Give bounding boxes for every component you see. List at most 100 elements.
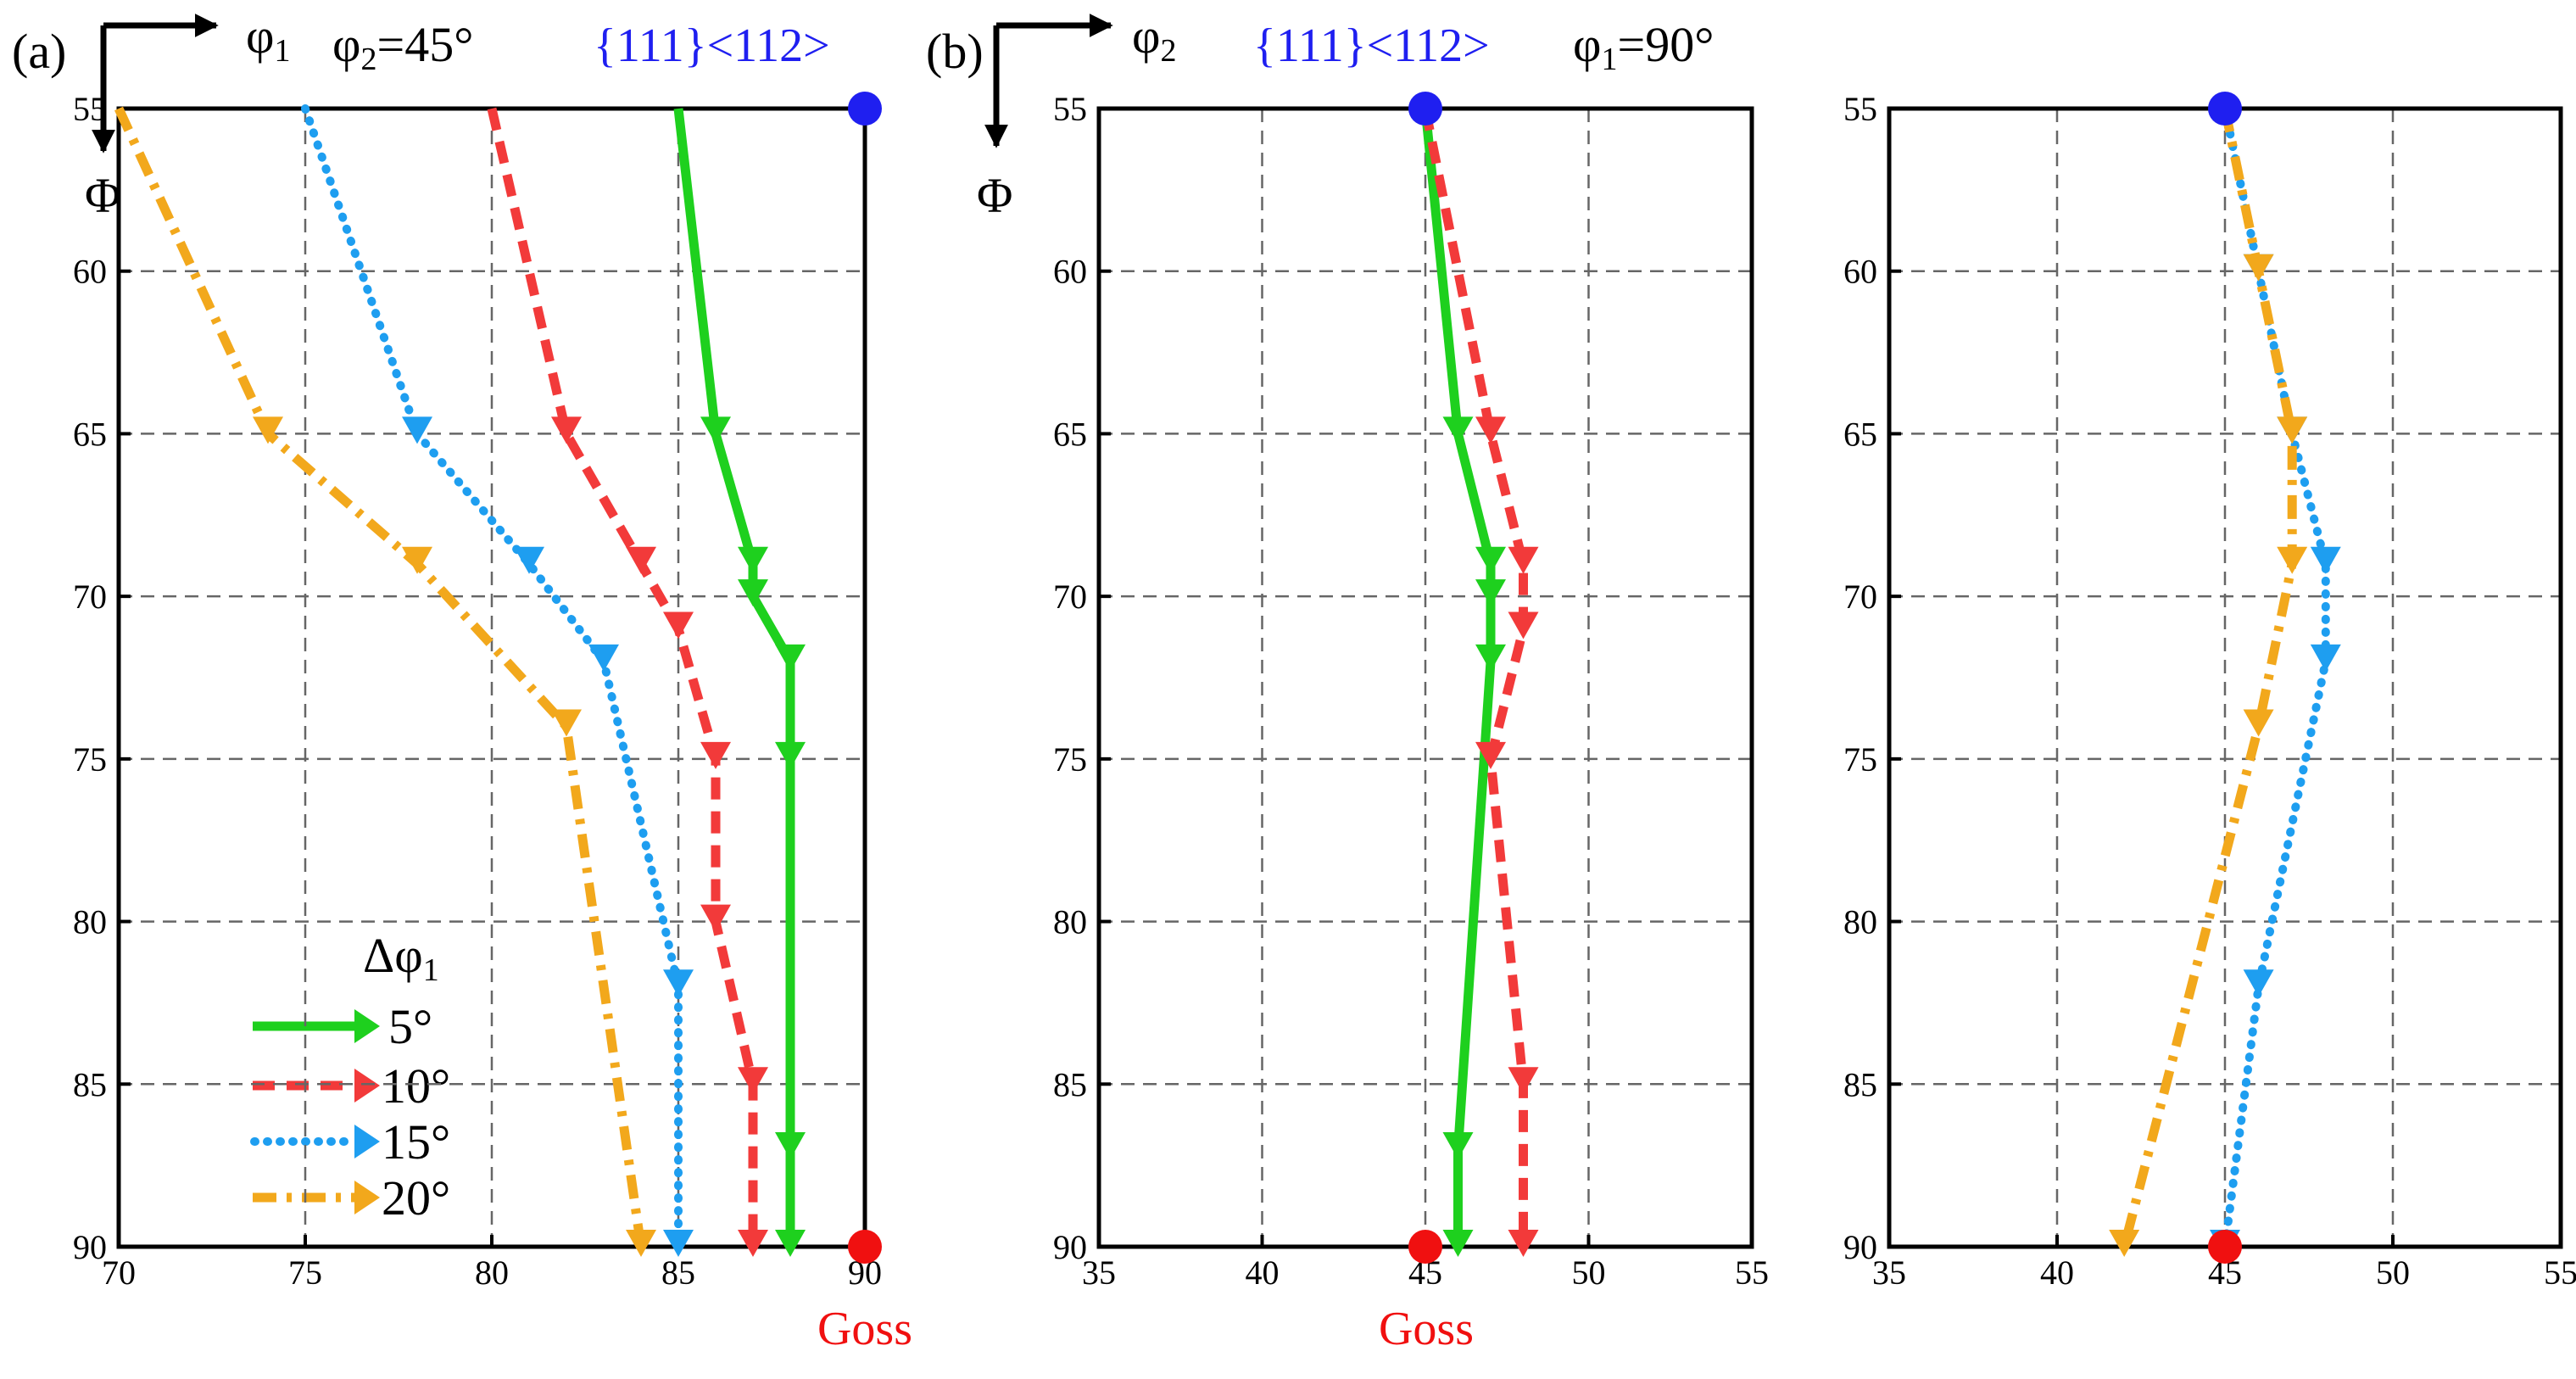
series-point-a-3-2 xyxy=(402,546,432,574)
series-point-a-0-2 xyxy=(738,546,768,574)
x-tick-label-a-75: 75 xyxy=(288,1253,322,1292)
series-point-c-1-4 xyxy=(2243,709,2274,737)
series-point-a-0-5 xyxy=(775,741,806,769)
series-point-a-3-3 xyxy=(551,709,582,737)
x-tick-label-a-80: 80 xyxy=(475,1253,509,1292)
series-point-a-3-4 xyxy=(626,1230,656,1257)
series-point-b-1-6 xyxy=(1508,1230,1539,1257)
panel-a-fixed-angle: φ2=45° xyxy=(332,17,473,77)
start-point-b xyxy=(1408,92,1442,126)
series-point-a-2-4 xyxy=(663,969,694,997)
plot-frame-b xyxy=(1096,106,1754,1249)
series-point-b-0-6 xyxy=(1442,1230,1474,1257)
y-tick-label-b-80: 80 xyxy=(1053,903,1087,941)
series-point-b-1-3 xyxy=(1508,611,1539,639)
y-tick-label-a-85: 85 xyxy=(73,1065,107,1103)
end-point-b xyxy=(1408,1230,1442,1264)
series-point-a-2-3 xyxy=(588,644,619,672)
x-tick-label-a-70: 70 xyxy=(102,1253,136,1292)
series-point-b-0-2 xyxy=(1475,546,1506,574)
series-point-a-0-1 xyxy=(700,416,731,444)
x-tick-label-c-50: 50 xyxy=(2376,1253,2410,1292)
panel-a-y-axis-label: Φ xyxy=(85,168,120,223)
legend-label-5: 5° xyxy=(388,999,432,1054)
y-tick-label-c-55: 55 xyxy=(1843,90,1877,128)
x-tick-label-b-35: 35 xyxy=(1082,1253,1116,1292)
series-point-a-1-2 xyxy=(626,546,656,574)
y-tick-label-c-65: 65 xyxy=(1843,415,1877,453)
series-point-a-3-1 xyxy=(253,416,283,444)
series-point-b-0-1 xyxy=(1442,416,1474,444)
panel-b-bottom-annotation: Goss xyxy=(1379,1303,1474,1355)
y-tick-label-c-70: 70 xyxy=(1843,578,1877,616)
y-tick-label-b-55: 55 xyxy=(1053,90,1087,128)
panel-b-fixed-angle: φ1=90° xyxy=(1573,17,1714,77)
x-tick-label-c-35: 35 xyxy=(1872,1253,1906,1292)
series-point-c-1-2 xyxy=(2277,416,2308,444)
series-point-b-0-3 xyxy=(1475,579,1506,607)
series-point-b-1-1 xyxy=(1475,416,1506,444)
series-point-a-0-4 xyxy=(775,644,806,672)
start-point-a xyxy=(848,92,882,126)
series-point-c-1-5 xyxy=(2109,1230,2140,1257)
series-point-b-1-2 xyxy=(1508,546,1539,574)
plot-frame-c xyxy=(1887,106,2563,1249)
x-tick-label-a-85: 85 xyxy=(661,1253,695,1292)
series-line-c-1 xyxy=(2119,107,2297,1248)
series-point-b-0-5 xyxy=(1442,1131,1474,1159)
series-point-b-0-4 xyxy=(1475,644,1506,672)
legend-entry-15: 15° xyxy=(250,1114,450,1170)
series-point-b-1-5 xyxy=(1508,1067,1539,1095)
y-tick-label-c-85: 85 xyxy=(1843,1065,1877,1103)
y-tick-label-c-75: 75 xyxy=(1843,740,1877,779)
series-point-b-1-4 xyxy=(1475,741,1506,769)
legend-label-10: 10° xyxy=(382,1058,450,1114)
y-tick-label-c-80: 80 xyxy=(1843,903,1877,941)
x-tick-label-b-55: 55 xyxy=(1735,1253,1769,1292)
series-line-a-1 xyxy=(487,107,758,1247)
y-tick-label-a-90: 90 xyxy=(73,1228,107,1266)
start-point-c xyxy=(2208,92,2242,126)
y-tick-label-b-60: 60 xyxy=(1053,253,1087,291)
panel-b-y-axis-label: Φ xyxy=(977,168,1012,223)
y-tick-label-a-55: 55 xyxy=(73,90,107,128)
panel-a-label: (a) xyxy=(12,24,66,79)
series-line-a-0 xyxy=(673,108,795,1247)
series-point-a-2-1 xyxy=(402,416,432,444)
x-tick-label-b-40: 40 xyxy=(1246,1253,1280,1292)
end-point-a xyxy=(848,1230,882,1264)
legend-entry-10: 10° xyxy=(253,1058,450,1114)
series-line-a-2 xyxy=(301,104,683,1251)
panel-a-bottom-annotation: Goss xyxy=(817,1303,912,1355)
series-point-c-0-4 xyxy=(2310,644,2341,672)
series-point-a-1-3 xyxy=(663,611,694,639)
series-point-a-2-2 xyxy=(514,546,544,574)
series-line-c-0 xyxy=(2221,104,2330,1251)
series-point-a-1-1 xyxy=(551,416,582,444)
series-point-a-1-6 xyxy=(738,1067,768,1095)
x-tick-label-c-40: 40 xyxy=(2040,1253,2074,1292)
panel-b-x-axis-label: φ2 xyxy=(1132,8,1176,69)
y-tick-label-a-70: 70 xyxy=(73,578,107,616)
series-point-a-1-7 xyxy=(738,1230,768,1257)
series-point-a-2-5 xyxy=(663,1230,694,1257)
y-tick-label-b-70: 70 xyxy=(1053,578,1087,616)
series-point-c-0-5 xyxy=(2243,969,2274,997)
x-tick-label-b-50: 50 xyxy=(1572,1253,1606,1292)
panel-b-label: (b) xyxy=(926,24,984,79)
end-point-c xyxy=(2208,1230,2242,1264)
series-point-a-0-7 xyxy=(775,1230,806,1257)
y-tick-label-b-85: 85 xyxy=(1053,1065,1087,1103)
y-tick-label-a-60: 60 xyxy=(73,253,107,291)
y-tick-label-c-60: 60 xyxy=(1843,253,1877,291)
legend-entry-5: 5° xyxy=(253,999,432,1054)
y-tick-label-c-90: 90 xyxy=(1843,1228,1877,1266)
legend: Δφ1 5° 10° 15° 20° xyxy=(250,928,450,1225)
y-tick-label-b-75: 75 xyxy=(1053,740,1087,779)
series-point-c-1-3 xyxy=(2277,546,2308,574)
y-tick-label-a-75: 75 xyxy=(73,740,107,779)
